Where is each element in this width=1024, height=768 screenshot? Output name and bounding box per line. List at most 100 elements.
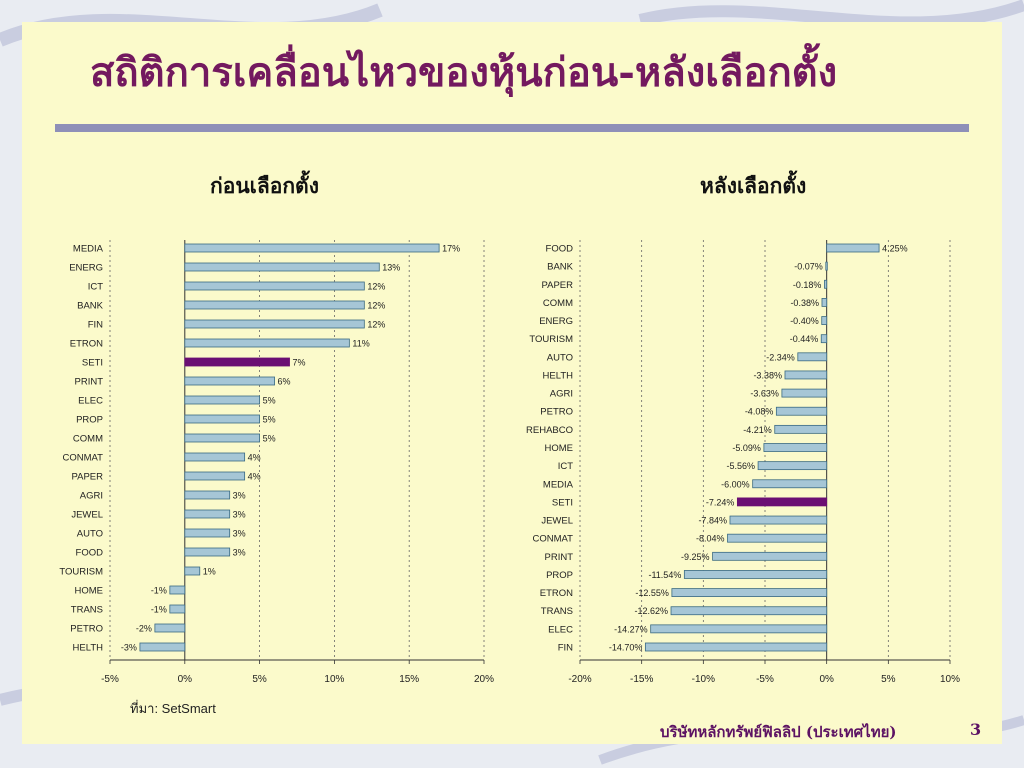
bar-comm [184, 433, 261, 443]
bar-ict [757, 461, 828, 471]
bar-media [184, 243, 440, 253]
data-label: -1% [151, 605, 167, 615]
data-label: 1% [203, 567, 216, 577]
category-label: PROP [76, 415, 103, 426]
data-label: 7% [293, 358, 306, 368]
x-tick-label: -20% [568, 674, 591, 685]
data-label: -4.08% [745, 407, 774, 417]
data-label: 3% [233, 529, 246, 539]
bar-conmat [727, 533, 828, 543]
bar-tourism [820, 334, 828, 344]
footer-company: บริษัทหลักทรัพย์ฟิลลิป (ประเทศไทย) [660, 723, 897, 741]
data-label: -0.18% [793, 280, 822, 290]
bar-media [752, 479, 828, 489]
data-label: 6% [278, 377, 291, 387]
bar-trans [169, 604, 186, 614]
data-label: -0.44% [790, 334, 819, 344]
bar-petro [154, 623, 186, 633]
bar-seti [184, 357, 290, 367]
category-label: PAPER [541, 280, 573, 291]
bar-jewel [729, 515, 828, 525]
x-tick-label: -15% [630, 674, 653, 685]
bar-etron [184, 338, 350, 348]
bar-agri [184, 490, 231, 500]
data-label: -11.54% [648, 570, 681, 580]
bar-prop [683, 570, 828, 579]
bar-home [169, 585, 186, 595]
data-label: 12% [367, 320, 385, 330]
data-label: -2.34% [766, 352, 795, 362]
bar-rehabco [774, 424, 828, 434]
bar-print [712, 551, 828, 561]
category-label: HELTH [543, 370, 574, 381]
bar-ict [184, 281, 365, 291]
bar-food [184, 547, 231, 557]
data-label: -8.04% [696, 534, 725, 544]
data-label: -2% [136, 624, 152, 634]
data-label: -9.25% [681, 552, 710, 562]
bar-energ [821, 316, 828, 325]
bar-jewel [184, 509, 231, 519]
category-label: TRANS [541, 606, 573, 617]
data-label: -0.07% [794, 262, 823, 272]
category-label: FOOD [76, 548, 104, 559]
x-tick-label: 5% [252, 674, 267, 685]
x-tick-label: 0% [178, 674, 193, 685]
category-label: COMM [73, 434, 103, 445]
data-label: 3% [233, 510, 246, 520]
data-label: -7.24% [706, 497, 735, 507]
category-label: ICT [558, 461, 574, 472]
category-label: ICT [88, 282, 104, 293]
data-label: 11% [352, 339, 369, 349]
category-label: HOME [545, 443, 574, 454]
data-label: -4.21% [743, 425, 772, 435]
category-label: BANK [547, 262, 574, 273]
data-label: 4% [248, 472, 261, 482]
bar-auto [797, 352, 828, 362]
category-label: AGRI [80, 491, 103, 502]
data-label: -1% [151, 586, 167, 596]
category-label: BANK [77, 301, 104, 312]
bar-elec [650, 624, 828, 634]
bar-agri [781, 388, 828, 398]
bar-paper [824, 279, 828, 289]
bar-paper [184, 471, 246, 481]
category-label: FOOD [546, 244, 574, 255]
category-label: MEDIA [543, 479, 574, 490]
data-label: -6.00% [721, 479, 750, 489]
category-label: TOURISM [529, 334, 573, 345]
x-tick-label: 0% [819, 674, 834, 685]
bar-petro [775, 406, 828, 416]
category-label: TRANS [71, 605, 103, 616]
category-label: ENERG [539, 316, 573, 327]
x-tick-label: -5% [756, 674, 774, 685]
data-label: -0.40% [790, 316, 819, 326]
data-label: 5% [263, 434, 276, 444]
x-tick-label: -5% [101, 674, 119, 685]
bar-bank [825, 261, 828, 271]
bar-elec [184, 395, 261, 405]
bar-energ [184, 262, 380, 272]
category-label: FIN [88, 320, 103, 331]
data-label: -3.38% [753, 370, 782, 380]
bar-etron [671, 588, 828, 597]
data-label: -14.27% [614, 624, 648, 634]
data-label: -5.09% [732, 443, 761, 453]
slide-title: สถิติการเคลื่อนไหวของหุ้นก่อน-หลังเลือกต… [90, 49, 838, 96]
bar-print [184, 376, 275, 386]
category-label: AGRI [550, 389, 573, 400]
chart-left-title: ก่อนเลือกตั้ง [210, 173, 319, 198]
category-label: PRINT [75, 377, 104, 388]
data-label: 4.25% [882, 244, 908, 254]
category-label: CONMAT [63, 453, 104, 464]
category-label: AUTO [77, 529, 103, 540]
bar-helth [784, 370, 828, 380]
category-label: ETRON [70, 339, 103, 350]
data-label: 5% [263, 396, 276, 406]
category-label: PROP [546, 570, 573, 581]
data-label: 4% [248, 453, 261, 463]
category-label: PRINT [545, 552, 574, 563]
category-label: JEWEL [71, 510, 103, 521]
data-label: -3.63% [750, 389, 779, 399]
